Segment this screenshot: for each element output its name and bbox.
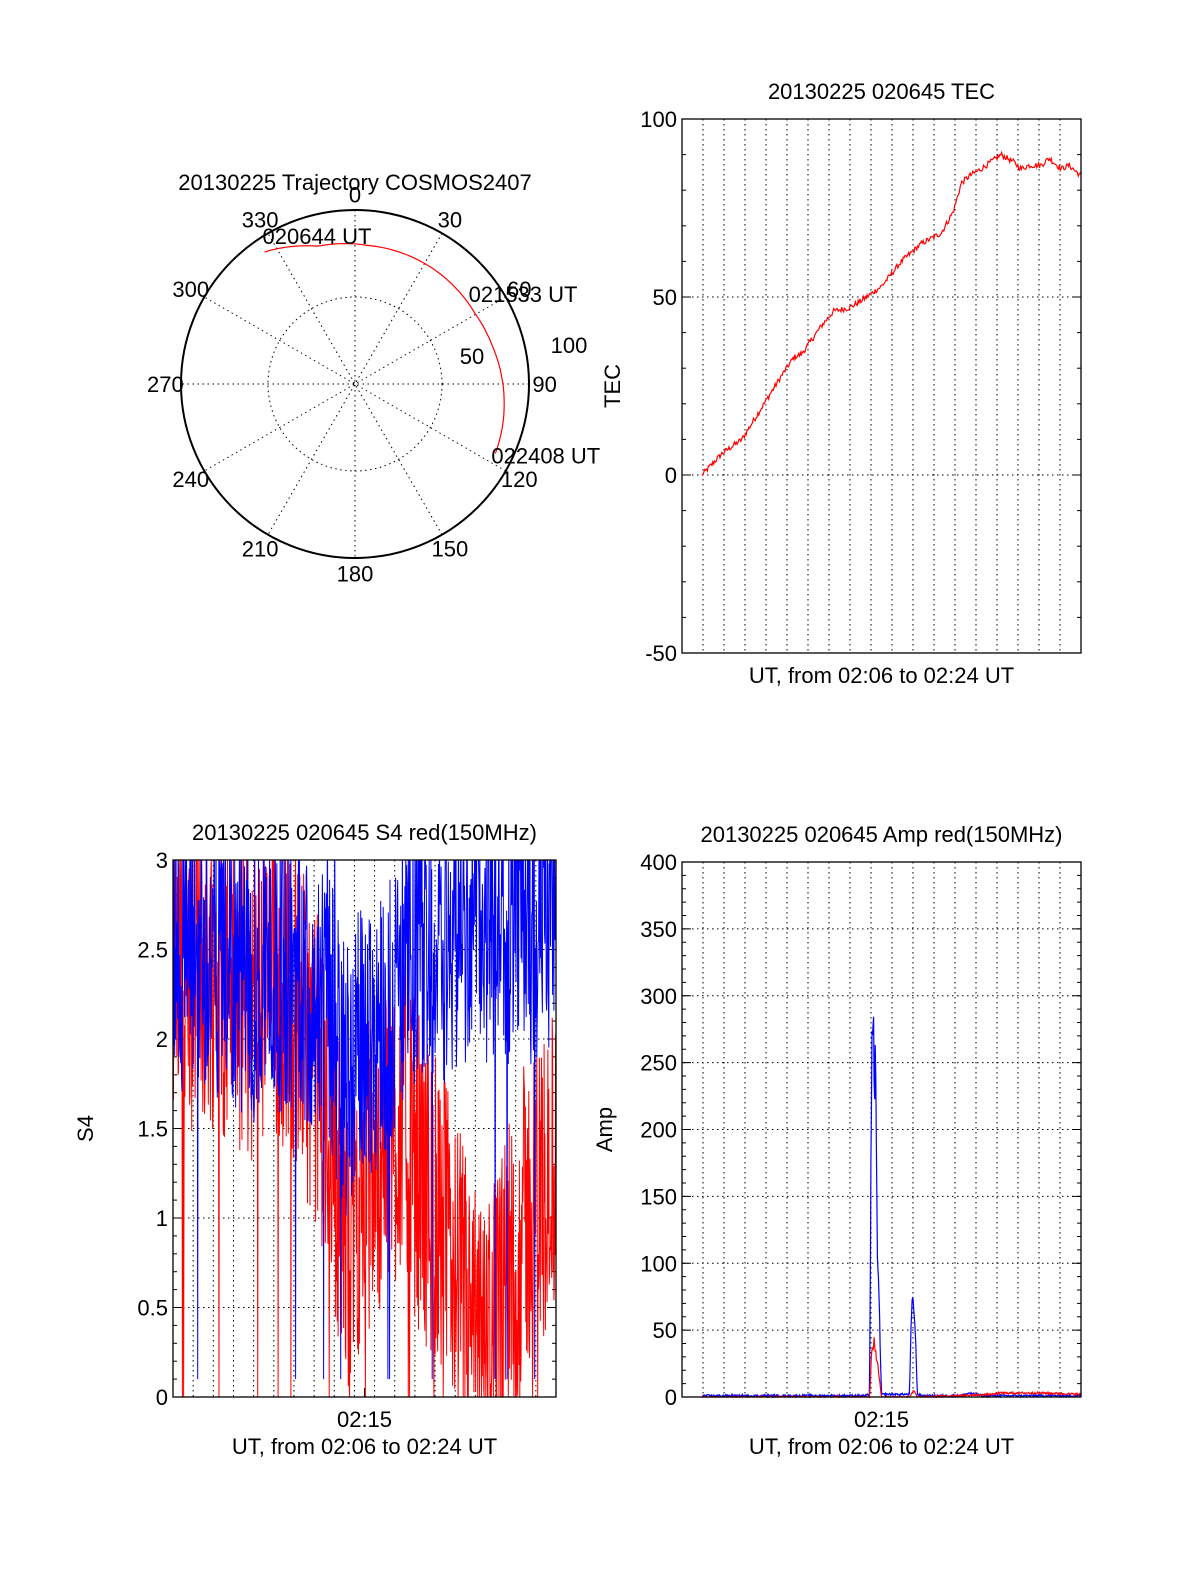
y-tick-label: 150: [640, 1184, 677, 1209]
plot-frame: [681, 861, 1082, 1398]
y-tick-label: 1.5: [137, 1117, 168, 1142]
polar-angle-label: 300: [172, 277, 209, 302]
polar-radius-label: 100: [551, 333, 588, 358]
polar-angle-label: 60: [507, 277, 531, 302]
x-axis-label: UT, from 02:06 to 02:24 UT: [749, 1434, 1014, 1459]
y-tick-label: 2: [156, 1027, 168, 1052]
x-axis-label: UT, from 02:06 to 02:24 UT: [749, 663, 1014, 688]
trajectory-time-label: 020644 UT: [263, 224, 372, 249]
chart-title: 20130225 020645 S4 red(150MHz): [192, 820, 537, 845]
polar-spoke: [267, 233, 443, 535]
polar-title: 20130225 Trajectory COSMOS2407: [178, 170, 531, 195]
polar-angle-label: 150: [431, 536, 468, 561]
x-axis-label: UT, from 02:06 to 02:24 UT: [232, 1434, 497, 1459]
y-axis-label: TEC: [600, 364, 625, 408]
trajectory-time-label: 022408 UT: [491, 443, 600, 468]
chart-title: 20130225 020645 Amp red(150MHz): [700, 822, 1062, 847]
y-tick-label: 400: [640, 850, 677, 875]
polar-spoke: [267, 233, 443, 535]
trajectory-time-label: 021533 UT: [469, 282, 578, 307]
s4-red-series: [173, 860, 556, 1397]
polar-angle-label: 90: [532, 372, 556, 397]
polar-angle-label: 240: [172, 467, 209, 492]
y-tick-label: 0: [665, 463, 677, 488]
y-tick-label: 0.5: [137, 1296, 168, 1321]
y-tick-label: 3: [156, 848, 168, 873]
y-tick-label: 100: [640, 107, 677, 132]
plot-frame: [172, 859, 557, 1398]
x-tick-label: 02:15: [337, 1407, 392, 1432]
y-tick-label: 0: [156, 1385, 168, 1410]
y-tick-label: 100: [640, 1251, 677, 1276]
y-tick-label: 2.5: [137, 938, 168, 963]
polar-radius-label: 50: [460, 344, 484, 369]
s4-series-layer: [173, 860, 556, 1397]
y-tick-label: 1: [156, 1206, 168, 1231]
y-tick-label: 200: [640, 1118, 677, 1143]
chart-title: 20130225 020645 TEC: [768, 79, 995, 104]
polar-angle-label: 270: [147, 372, 184, 397]
trajectory-line: [264, 243, 505, 454]
y-axis-label: S4: [73, 1115, 98, 1142]
y-tick-label: 350: [640, 917, 677, 942]
polar-angle-label: 180: [337, 562, 374, 587]
x-tick-label: 02:15: [854, 1407, 909, 1432]
tec-line-chart: 20130225 020645 TEC -50 0 50 100 UT, from 02:…: [600, 79, 1082, 688]
polar-angle-label: 0: [349, 182, 361, 207]
polar-angle-label: 30: [438, 208, 462, 233]
y-tick-label: 50: [653, 1318, 677, 1343]
y-tick-label: 0: [665, 1385, 677, 1410]
y-tick-label: 300: [640, 984, 677, 1009]
s4-blue-series: [173, 860, 556, 1380]
polar-grid-circle: [267, 296, 443, 472]
polar-angle-label: 210: [242, 536, 279, 561]
polar-angle-label: 120: [501, 467, 538, 492]
s4-line-chart: 20130225 020645 S4 red(150MHz) 0 0.5 1 1.5 2 2…: [73, 820, 557, 1459]
y-axis-label: Amp: [592, 1107, 617, 1152]
plot-frame: [681, 118, 1082, 654]
amp-line-chart: 20130225 020645 Amp red(150MHz) 0 50 100 150…: [592, 822, 1082, 1459]
y-tick-label: 50: [653, 285, 677, 310]
tec-series-line: [701, 150, 1082, 477]
polar-angle-label: 330: [242, 208, 279, 233]
y-tick-label: 250: [640, 1051, 677, 1076]
amp-blue-series: [701, 1016, 1082, 1399]
y-tick-label: -50: [645, 641, 677, 666]
